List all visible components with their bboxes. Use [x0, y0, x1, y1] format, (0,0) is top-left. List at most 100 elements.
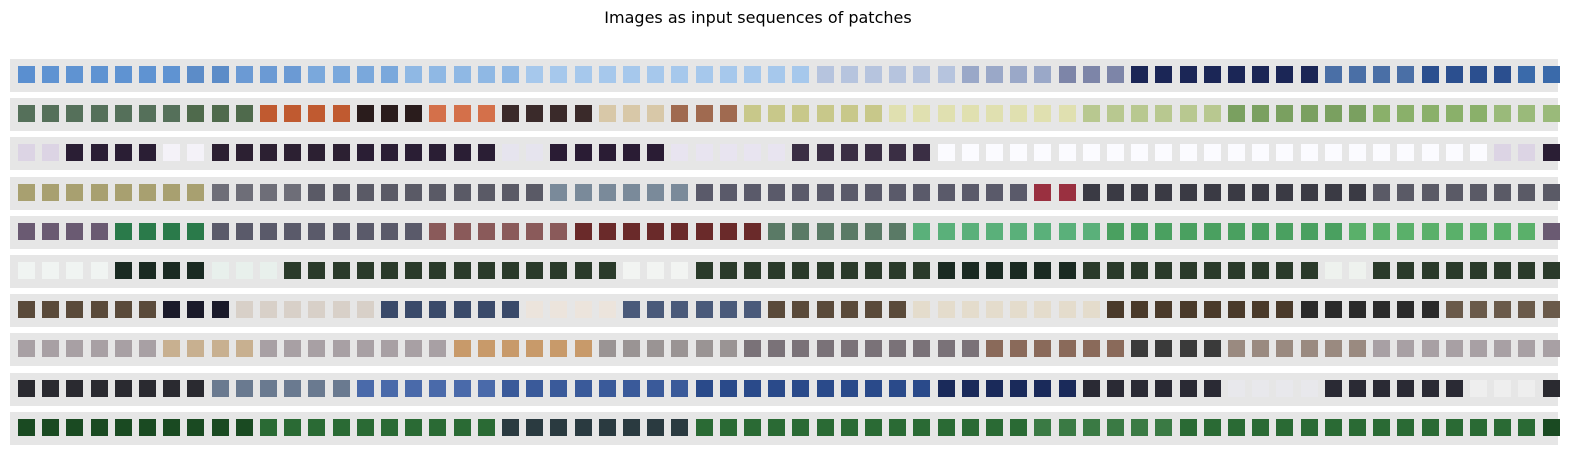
- image-patch: [865, 418, 882, 436]
- image-patch: [1421, 144, 1439, 162]
- image-patch: [1010, 222, 1028, 240]
- image-patch: [66, 66, 84, 83]
- image-patch: [986, 183, 1003, 201]
- image-patch: [913, 261, 931, 279]
- image-patch: [937, 105, 955, 123]
- image-patch: [1010, 340, 1028, 358]
- image-patch: [211, 222, 229, 240]
- image-patch: [840, 222, 858, 240]
- image-patch: [574, 379, 592, 397]
- image-patch: [744, 261, 761, 279]
- image-patch: [235, 105, 253, 123]
- image-patch: [719, 144, 737, 162]
- image-patch: [1155, 105, 1173, 123]
- image-patch: [42, 301, 60, 319]
- image-patch: [768, 66, 786, 83]
- image-patch: [768, 183, 786, 201]
- image-patch: [1228, 418, 1245, 436]
- image-patch: [284, 379, 302, 397]
- image-patch: [574, 222, 592, 240]
- image-patch: [1324, 105, 1342, 123]
- image-patch: [453, 105, 471, 123]
- image-patch: [260, 222, 277, 240]
- image-patch: [260, 261, 277, 279]
- image-patch: [574, 418, 592, 436]
- image-patch: [1518, 144, 1536, 162]
- image-patch: [477, 261, 495, 279]
- image-patch: [1518, 301, 1536, 319]
- image-patch: [671, 261, 689, 279]
- image-patch: [840, 418, 858, 436]
- image-patch: [1131, 66, 1149, 83]
- image-patch: [1470, 105, 1487, 123]
- image-patch: [235, 66, 253, 83]
- patch-sequences: [10, 59, 1560, 451]
- image-patch: [1082, 144, 1100, 162]
- image-patch: [308, 379, 326, 397]
- image-patch: [865, 144, 882, 162]
- image-patch: [598, 418, 616, 436]
- image-patch: [1518, 379, 1536, 397]
- image-patch: [211, 183, 229, 201]
- image-patch: [90, 66, 108, 83]
- image-patch: [623, 261, 640, 279]
- image-patch: [1494, 340, 1512, 358]
- image-patch: [356, 183, 374, 201]
- image-patch: [1470, 144, 1487, 162]
- image-patch: [1082, 105, 1100, 123]
- image-patch: [526, 301, 544, 319]
- image-patch: [139, 183, 156, 201]
- image-patch: [477, 66, 495, 83]
- image-patch: [647, 144, 665, 162]
- image-patch: [1397, 105, 1415, 123]
- image-patch: [647, 222, 665, 240]
- image-patch: [332, 261, 350, 279]
- image-patch: [526, 144, 544, 162]
- image-patch: [332, 340, 350, 358]
- image-patch: [1445, 222, 1463, 240]
- image-patch: [550, 301, 568, 319]
- image-patch: [332, 222, 350, 240]
- image-patch: [356, 66, 374, 83]
- image-patch: [453, 340, 471, 358]
- image-patch: [381, 340, 398, 358]
- image-patch: [139, 105, 156, 123]
- image-patch: [1252, 183, 1270, 201]
- image-patch: [1518, 261, 1536, 279]
- image-patch: [1107, 105, 1124, 123]
- image-patch: [1324, 418, 1342, 436]
- image-patch: [1131, 301, 1149, 319]
- image-patch: [671, 144, 689, 162]
- image-patch: [550, 222, 568, 240]
- image-patch: [90, 183, 108, 201]
- image-patch: [526, 418, 544, 436]
- image-patch: [284, 66, 302, 83]
- image-patch: [42, 144, 60, 162]
- image-patch: [1082, 261, 1100, 279]
- image-patch: [211, 379, 229, 397]
- image-patch: [1179, 105, 1197, 123]
- image-patch: [211, 105, 229, 123]
- image-patch: [1494, 379, 1512, 397]
- image-patch: [211, 418, 229, 436]
- image-patch: [913, 105, 931, 123]
- image-patch: [163, 183, 181, 201]
- image-patch: [1373, 222, 1391, 240]
- image-patch: [1228, 340, 1245, 358]
- image-patch: [1349, 379, 1366, 397]
- image-patch: [18, 340, 35, 358]
- image-patch: [163, 418, 181, 436]
- image-patch: [90, 222, 108, 240]
- image-patch: [429, 144, 447, 162]
- image-patch: [598, 301, 616, 319]
- image-patch: [719, 261, 737, 279]
- image-patch: [211, 301, 229, 319]
- image-patch: [332, 105, 350, 123]
- image-patch: [623, 222, 640, 240]
- image-patch: [1107, 418, 1124, 436]
- image-patch: [1494, 183, 1512, 201]
- image-patch: [477, 183, 495, 201]
- image-patch: [598, 105, 616, 123]
- image-patch: [889, 379, 907, 397]
- image-patch: [453, 183, 471, 201]
